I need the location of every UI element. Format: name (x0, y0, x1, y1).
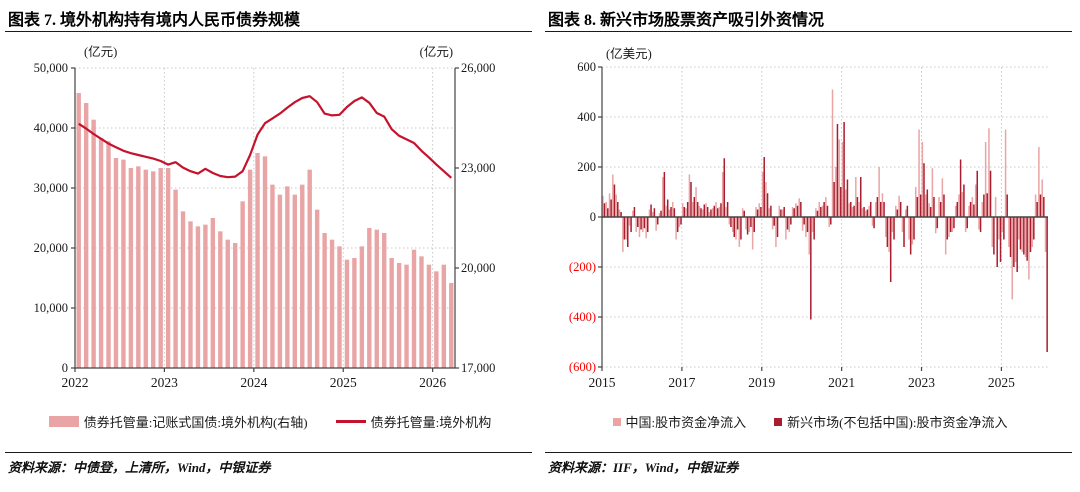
figure7-chart: 0 10,000 20,000 30,000 40,000 50,000 17,000 20,… (34, 44, 496, 390)
figure8-legend-item-china: 中国:股市资金净流入 (612, 412, 747, 431)
figure7-legend: 债券托管量:记账式国债:境外机构(右轴) 债券托管量:境外机构 (0, 412, 540, 431)
figure7-legend-item-line: 债券托管量:境外机构 (335, 412, 492, 431)
svg-text:2023: 2023 (908, 375, 935, 390)
figure7-legend-item-bars: 债券托管量:记账式国债:境外机构(右轴) (48, 412, 308, 431)
figure8-source-rule (545, 452, 1072, 453)
svg-text:2019: 2019 (748, 375, 775, 390)
svg-text:(亿美元): (亿美元) (606, 46, 652, 61)
figure8-title-rule (545, 31, 1072, 32)
figure8-legend-item-em: 新兴市场(不包括中国):股市资金净流入 (774, 412, 1007, 431)
svg-text:2025: 2025 (330, 375, 357, 390)
china-series-swatch (612, 417, 621, 426)
svg-text:2015: 2015 (589, 375, 616, 390)
svg-text:26,000: 26,000 (461, 61, 495, 75)
figure7-legend-bars-label: 债券托管量:记账式国债:境外机构(右轴) (83, 415, 308, 430)
svg-text:2022: 2022 (62, 375, 89, 390)
svg-text:(600): (600) (569, 360, 596, 374)
svg-text:0: 0 (590, 210, 596, 224)
svg-text:50,000: 50,000 (34, 61, 68, 75)
figure8-chart: (600) (400) (200) 0 200 400 600 2015 2017 2019 202… (569, 46, 1048, 390)
svg-text:2025: 2025 (988, 375, 1015, 390)
svg-text:30,000: 30,000 (34, 181, 68, 195)
figure7-source: 资料来源：中债登，上清所，Wind，中银证券 (8, 460, 271, 475)
svg-text:2021: 2021 (828, 375, 855, 390)
svg-text:17,000: 17,000 (461, 361, 495, 375)
line-series-swatch (335, 420, 366, 423)
svg-text:200: 200 (577, 160, 596, 174)
svg-text:600: 600 (577, 60, 596, 74)
figure8-source: 资料来源：IIF，Wind，中银证券 (548, 460, 739, 475)
svg-text:(400): (400) (569, 310, 596, 324)
figure7-title: 图表 7. 境外机构持有境内人民币债券规模 (8, 12, 301, 29)
svg-text:(亿元): (亿元) (420, 44, 453, 59)
figure8-legend-china-label: 中国:股市资金净流入 (625, 415, 747, 430)
svg-text:400: 400 (577, 110, 596, 124)
svg-text:(200): (200) (569, 260, 596, 274)
svg-text:20,000: 20,000 (34, 241, 68, 255)
svg-text:10,000: 10,000 (34, 301, 68, 315)
svg-text:2024: 2024 (240, 375, 267, 390)
figure7-panel: 图表 7. 境外机构持有境内人民币债券规模 0 10,000 20,000 30,00… (0, 12, 540, 475)
figure8-legend-em-label: 新兴市场(不包括中国):股市资金净流入 (787, 415, 1008, 430)
svg-text:2026: 2026 (419, 375, 446, 390)
svg-text:0: 0 (62, 361, 68, 375)
figure7-legend-line-label: 债券托管量:境外机构 (370, 415, 492, 430)
figure8-legend: 中国:股市资金净流入 新兴市场(不包括中国):股市资金净流入 (540, 412, 1080, 431)
svg-text:2017: 2017 (668, 375, 695, 390)
svg-text:2023: 2023 (151, 375, 178, 390)
em-series-swatch (774, 417, 783, 426)
bar-series-swatch (48, 416, 79, 427)
figure7-title-rule (5, 31, 532, 32)
figure8-panel: 图表 8. 新兴市场股票资产吸引外资情况 (600) (400) (200) 0 200… (540, 0, 1080, 492)
figure7-source-rule (5, 452, 532, 453)
figure8-title: 图表 8. 新兴市场股票资产吸引外资情况 (548, 12, 825, 29)
svg-text:20,000: 20,000 (461, 261, 495, 275)
svg-text:40,000: 40,000 (34, 121, 68, 135)
svg-text:23,000: 23,000 (461, 161, 495, 175)
svg-text:(亿元): (亿元) (84, 44, 117, 59)
